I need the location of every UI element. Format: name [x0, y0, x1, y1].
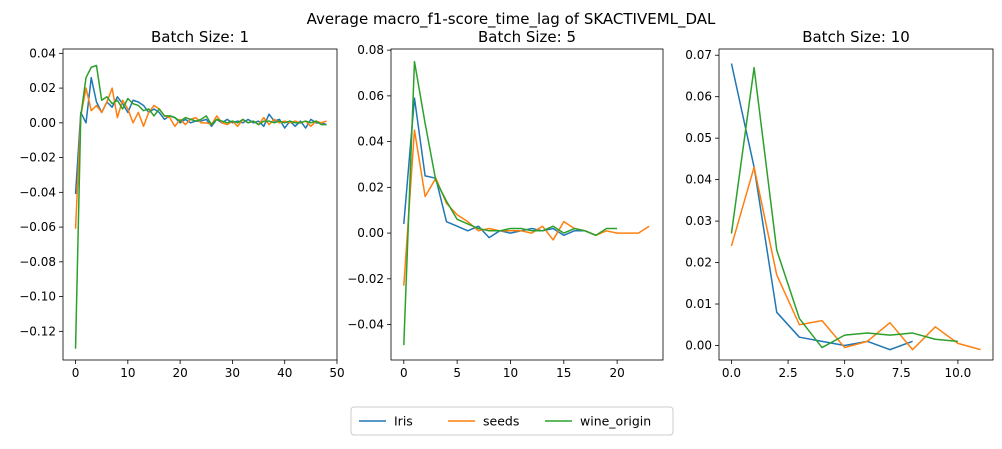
subplot-title: Batch Size: 1	[151, 28, 249, 46]
legend-label: wine_origin	[580, 414, 651, 429]
y-tick-label: 0.03	[685, 214, 712, 228]
legend-label: Iris	[394, 414, 413, 429]
series-line-seeds	[74, 87, 327, 229]
axes-frame	[390, 48, 664, 361]
x-tick-label: 40	[277, 366, 292, 380]
x-tick-label: 10	[503, 366, 518, 380]
y-tick-label: −0.06	[19, 220, 56, 234]
y-tick-label: −0.04	[347, 318, 384, 332]
x-tick-label: 10	[120, 366, 135, 380]
series-line-wine-origin	[403, 60, 618, 346]
series-line-wine-origin	[74, 64, 327, 349]
y-tick-label: 0.02	[357, 180, 384, 194]
series-line-seeds	[403, 129, 650, 286]
y-tick-label: −0.04	[19, 185, 56, 199]
axes-frame	[718, 48, 994, 361]
y-tick-label: 0.02	[29, 81, 56, 95]
y-tick-label: −0.12	[19, 324, 56, 338]
y-tick-label: 0.05	[685, 131, 712, 145]
x-tick-label: 0	[72, 366, 80, 380]
subplot-1: Batch Size: 1 0 10 20 30 40 50 −0.12 −0.10 −0.08 −…	[19, 28, 344, 380]
y-tick-label: 0.04	[29, 46, 56, 60]
x-tick-label: 0.0	[722, 366, 741, 380]
series-line-iris	[74, 76, 327, 195]
subplot-2: Batch Size: 5 0 5 10 15 20 −0.04 −0.02 0.00 0.02 0…	[347, 28, 664, 380]
subplots: Batch Size: 10 10 20 30 40 50−0.12−0.10−0.08−…	[19, 28, 994, 380]
y-tick-label: 0.07	[685, 48, 712, 62]
series-line-seeds	[730, 166, 981, 351]
x-tick-label: 20	[609, 366, 624, 380]
x-tick-label: 15	[556, 366, 571, 380]
x-tick-label: 30	[225, 366, 240, 380]
x-tick-label: 7.5	[892, 366, 911, 380]
legend-label: seeds	[483, 414, 519, 429]
x-tick-label: 0	[400, 366, 408, 380]
figure-suptitle: Average macro_f1-score_time_lag of SKACT…	[307, 10, 716, 29]
subplot-3: Batch Size: 10 0.0 2.5 5.0 7.5 10.0 0.00 0.01 0.…	[685, 28, 994, 380]
y-tick-label: −0.02	[347, 272, 384, 286]
y-tick-label: 0.00	[357, 226, 384, 240]
x-tick-label: 5	[453, 366, 461, 380]
y-tick-label: −0.10	[19, 290, 56, 304]
axes-frame	[62, 48, 338, 361]
y-tick-label: −0.02	[19, 151, 56, 165]
x-tick-label: 2.5	[779, 366, 798, 380]
y-tick-label: 0.00	[685, 338, 712, 352]
legend-box	[350, 406, 674, 436]
y-tick-label: 0.02	[685, 256, 712, 270]
legend: Iris seeds wine_origin	[350, 406, 674, 436]
y-tick-label: 0.06	[357, 89, 384, 103]
subplot-title: Batch Size: 10	[802, 28, 910, 46]
y-tick-label: 0.06	[685, 90, 712, 104]
y-tick-label: 0.01	[685, 297, 712, 311]
y-tick-label: 0.04	[357, 135, 384, 149]
x-tick-label: 10.0	[945, 366, 972, 380]
series-line-wine-origin	[730, 66, 958, 349]
series-line-iris	[403, 97, 597, 239]
y-tick-label: −0.08	[19, 255, 56, 269]
x-tick-label: 5.0	[835, 366, 854, 380]
x-tick-label: 50	[329, 366, 344, 380]
y-tick-label: 0.08	[357, 43, 384, 57]
subplot-title: Batch Size: 5	[478, 28, 576, 46]
x-tick-label: 20	[172, 366, 187, 380]
series-line-iris	[730, 63, 913, 351]
y-tick-label: 0.04	[685, 173, 712, 187]
y-tick-label: 0.00	[29, 116, 56, 130]
